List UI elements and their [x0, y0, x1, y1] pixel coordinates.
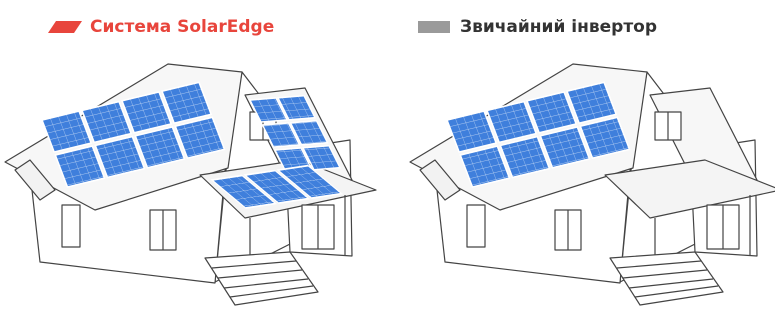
legend-swatch: [418, 21, 450, 33]
house-conventional: [410, 64, 775, 305]
legend-label: Система SolarEdge: [90, 17, 274, 37]
legend-swatch: [48, 21, 82, 33]
scene: Система SolarEdge Звичайний інвертор: [0, 0, 775, 311]
house-solaredge: [5, 64, 376, 305]
legend-label: Звичайний інвертор: [460, 17, 657, 37]
